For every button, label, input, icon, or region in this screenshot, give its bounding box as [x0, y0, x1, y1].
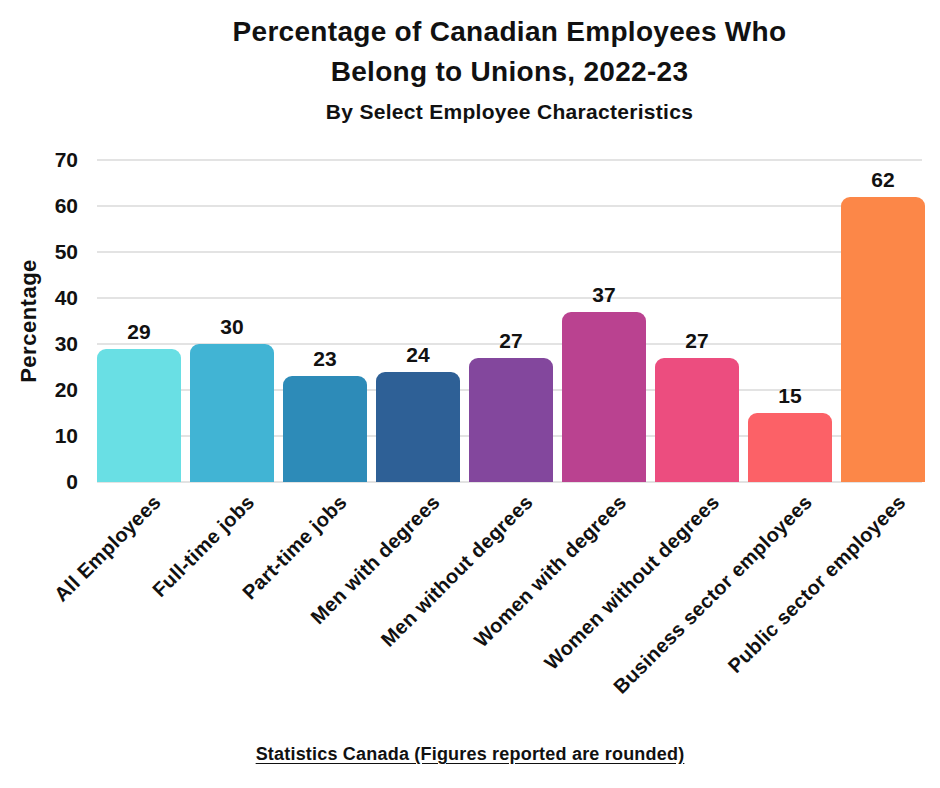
chart-title-line-1: Percentage of Canadian Employees Who [97, 12, 922, 52]
x-tick-label-7: Business sector employees [608, 490, 817, 699]
bar-6 [655, 358, 739, 482]
y-tick-label-40: 40 [18, 285, 78, 311]
y-tick-label-30: 30 [18, 331, 78, 357]
bar-value-label-8: 62 [841, 169, 925, 191]
x-tick-label-8: Public sector employees [722, 490, 910, 678]
y-tick-label-70: 70 [18, 147, 78, 173]
gridline-y-70 [97, 159, 922, 161]
bar-5 [562, 312, 646, 482]
bar-0 [97, 349, 181, 482]
x-tick-label-4: Men without degrees [376, 490, 538, 652]
chart-title-line-2: Belong to Unions, 2022-23 [97, 52, 922, 92]
x-tick-label-6: Women without degrees [539, 490, 724, 675]
x-tick-label-0: All Employees [50, 490, 166, 606]
chart-subtitle: By Select Employee Characteristics [97, 100, 922, 124]
bar-2 [283, 376, 367, 482]
plot-area: 29 30 23 24 27 37 27 15 62 [97, 160, 922, 482]
source-note: Statistics Canada (Figures reported are … [0, 744, 940, 765]
y-tick-label-60: 60 [18, 193, 78, 219]
bar-4 [469, 358, 553, 482]
y-tick-label-10: 10 [18, 423, 78, 449]
y-tick-label-0: 0 [18, 469, 78, 495]
bar-value-label-5: 37 [562, 284, 646, 306]
chart-title: Percentage of Canadian Employees Who Bel… [97, 12, 922, 92]
bar-value-label-1: 30 [190, 316, 274, 338]
y-tick-label-20: 20 [18, 377, 78, 403]
bar-value-label-0: 29 [97, 321, 181, 343]
y-tick-label-50: 50 [18, 239, 78, 265]
bar-value-label-7: 15 [748, 385, 832, 407]
bar-7 [748, 413, 832, 482]
y-axis-title: Percentage [16, 259, 42, 383]
gridline-y-50 [97, 251, 922, 253]
bar-3 [376, 372, 460, 482]
bar-value-label-4: 27 [469, 330, 553, 352]
bar-value-label-2: 23 [283, 348, 367, 370]
bar-8 [841, 197, 925, 482]
bar-value-label-6: 27 [655, 330, 739, 352]
bar-1 [190, 344, 274, 482]
gridline-y-60 [97, 205, 922, 207]
gridline-y-40 [97, 297, 922, 299]
chart-canvas: Percentage of Canadian Employees Who Bel… [0, 0, 940, 788]
bar-value-label-3: 24 [376, 344, 460, 366]
x-tick-label-5: Women with degrees [469, 490, 631, 652]
